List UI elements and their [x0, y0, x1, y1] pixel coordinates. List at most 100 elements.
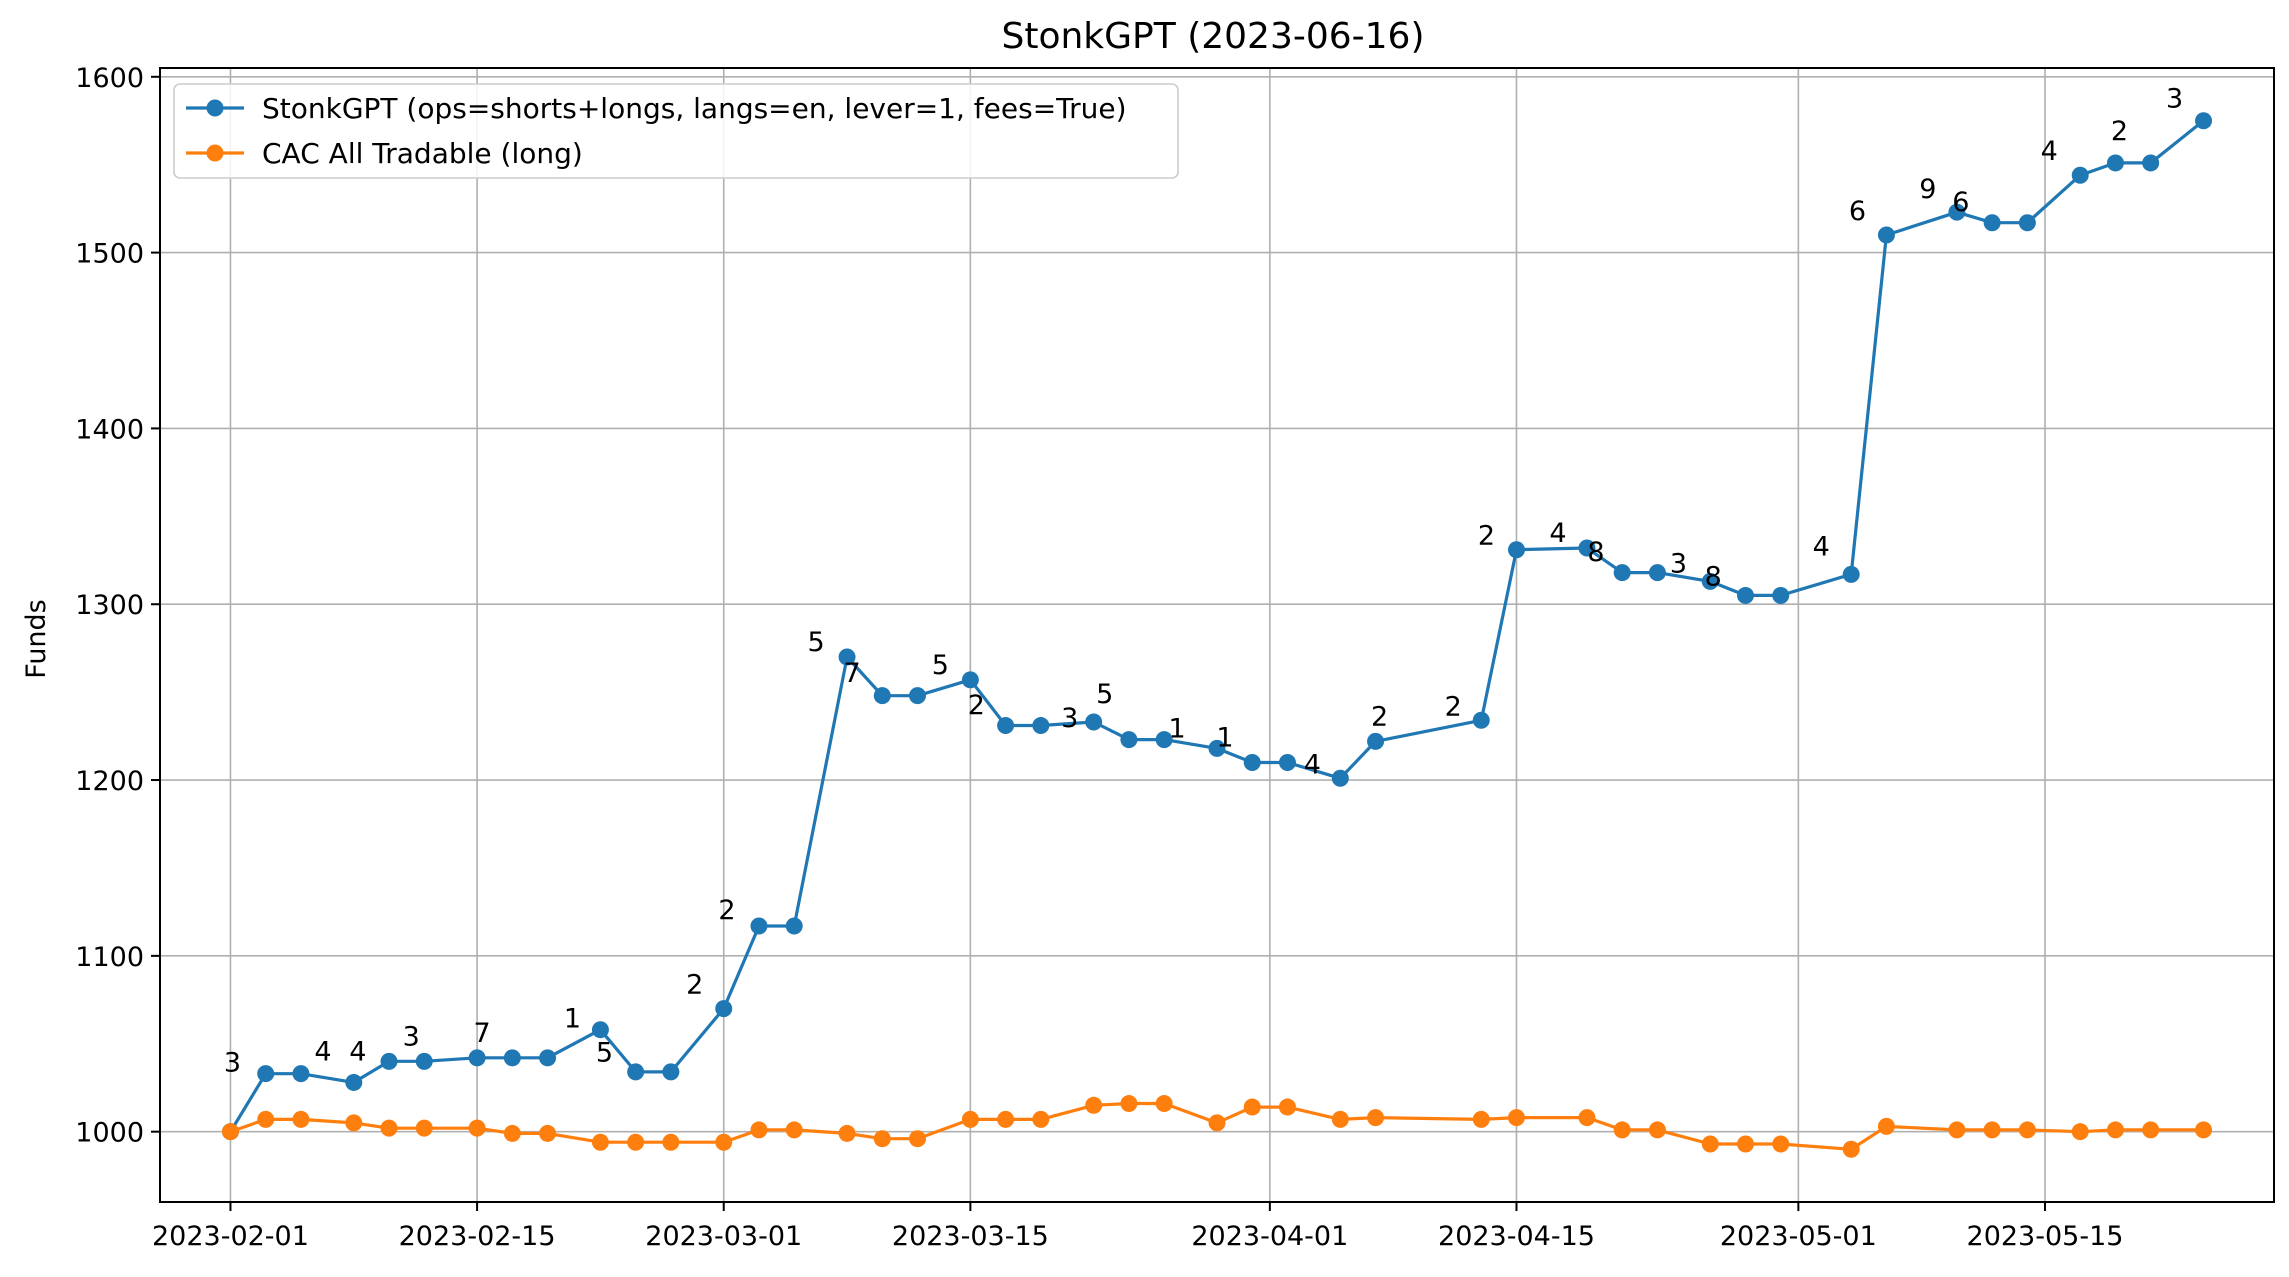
- data-point: [750, 1121, 768, 1139]
- data-point: [591, 1021, 609, 1039]
- data-point: [715, 1133, 733, 1151]
- data-point: [221, 1123, 239, 1141]
- series-layer: [221, 112, 2213, 1158]
- series-line: [229, 119, 2205, 1133]
- data-point: [2142, 154, 2160, 172]
- data-point: [539, 1049, 557, 1067]
- data-point: [1578, 539, 1596, 557]
- series-line: [229, 1101, 2204, 1151]
- point-annotation: 7: [843, 658, 860, 689]
- x-tick-label: 2023-03-01: [645, 1221, 802, 1252]
- data-point: [1983, 1121, 2001, 1139]
- x-tick-label: 2023-04-01: [1191, 1221, 1348, 1252]
- data-point: [1948, 1121, 1966, 1139]
- data-point: [1507, 1109, 1525, 1127]
- data-point: [961, 1110, 979, 1128]
- data-point: [1367, 732, 1385, 750]
- data-point: [785, 917, 803, 935]
- x-tick-label: 2023-05-15: [1967, 1221, 2124, 1252]
- data-point: [415, 1119, 433, 1137]
- data-point: [2195, 112, 2213, 130]
- data-point: [1648, 564, 1666, 582]
- data-point: [662, 1133, 680, 1151]
- point-annotation: 4: [1304, 749, 1321, 780]
- data-point: [873, 1130, 891, 1148]
- data-point: [627, 1063, 645, 1081]
- data-point: [785, 1121, 803, 1139]
- legend-entry: CAC All Tradable (long): [262, 137, 583, 170]
- data-point: [1120, 1095, 1138, 1113]
- x-tick-label: 2023-03-15: [892, 1221, 1049, 1252]
- data-point: [1155, 731, 1173, 749]
- data-point: [1472, 1110, 1490, 1128]
- legend-marker-swatch: [206, 144, 224, 162]
- data-point: [345, 1114, 363, 1132]
- data-point: [1737, 586, 1754, 604]
- data-point: [345, 1073, 363, 1091]
- grid-lines: [160, 68, 2274, 1202]
- point-annotation: 2: [718, 895, 735, 926]
- point-annotation: 3: [1061, 703, 1078, 734]
- point-annotation: 1: [1169, 714, 1186, 745]
- axis-ticks: 2023-02-01 2023-02-15 2023-03-01 2023-03-15…: [75, 63, 2123, 1252]
- data-point: [627, 1133, 645, 1151]
- point-annotation: 8: [1587, 537, 1604, 568]
- data-point: [503, 1049, 521, 1067]
- point-annotation: 5: [1096, 679, 1113, 710]
- point-annotation: 5: [932, 650, 949, 681]
- data-point: [909, 687, 927, 705]
- point-annotation: 4: [314, 1037, 331, 1068]
- data-point: [2195, 1121, 2213, 1139]
- x-tick-label: 2023-02-15: [399, 1221, 556, 1252]
- data-point: [1367, 1109, 1385, 1127]
- data-point: [380, 1119, 398, 1137]
- plot-frame: [159, 67, 2275, 1203]
- x-tick-label: 2023-04-15: [1438, 1221, 1595, 1252]
- data-point: [292, 1110, 310, 1128]
- y-tick-label: 1600: [75, 63, 144, 94]
- data-point: [997, 717, 1015, 735]
- data-point: [1208, 1114, 1226, 1132]
- point-annotation: 4: [1813, 531, 1830, 562]
- data-point: [750, 917, 768, 935]
- y-tick-label: 1100: [75, 942, 144, 973]
- data-point: [1085, 713, 1103, 731]
- y-tick-label: 1000: [75, 1118, 144, 1149]
- data-point: [1772, 1135, 1790, 1153]
- data-point: [1842, 565, 1860, 583]
- data-point: [1331, 1110, 1349, 1128]
- data-point: [997, 1110, 1015, 1128]
- point-annotation: 3: [1670, 549, 1687, 580]
- point-annotation: 5: [596, 1038, 613, 1069]
- legend: StonkGPT (ops=shorts+longs, langs=en, le…: [173, 83, 1179, 179]
- point-annotation: 2: [968, 690, 985, 721]
- data-point: [909, 1130, 927, 1148]
- point-annotation: 3: [2166, 84, 2183, 115]
- point-annotation: 6: [1849, 196, 1866, 227]
- data-point: [1032, 717, 1050, 735]
- data-point: [1737, 1135, 1754, 1153]
- series-1: [221, 112, 2213, 1141]
- x-tick-label: 2023-02-01: [152, 1221, 309, 1252]
- point-annotation: 1: [564, 1004, 581, 1035]
- data-point: [257, 1110, 275, 1128]
- data-point: [539, 1124, 557, 1142]
- data-point: [292, 1065, 310, 1083]
- legend-entry: StonkGPT (ops=shorts+longs, langs=en, le…: [262, 92, 1127, 125]
- point-annotation: 8: [1705, 561, 1722, 592]
- data-point: [715, 1000, 733, 1018]
- data-point: [1877, 226, 1895, 244]
- point-annotation: 2: [1445, 691, 1462, 722]
- data-point: [1472, 711, 1490, 729]
- data-point: [1613, 1121, 1631, 1139]
- point-annotation: 3: [403, 1021, 420, 1052]
- data-point: [1877, 1117, 1895, 1135]
- data-point: [1155, 1095, 1173, 1113]
- data-point: [1948, 203, 1966, 221]
- point-annotation: 2: [2111, 116, 2128, 147]
- data-point: [1578, 1109, 1596, 1127]
- data-point: [1772, 586, 1790, 604]
- data-point: [1243, 1098, 1261, 1116]
